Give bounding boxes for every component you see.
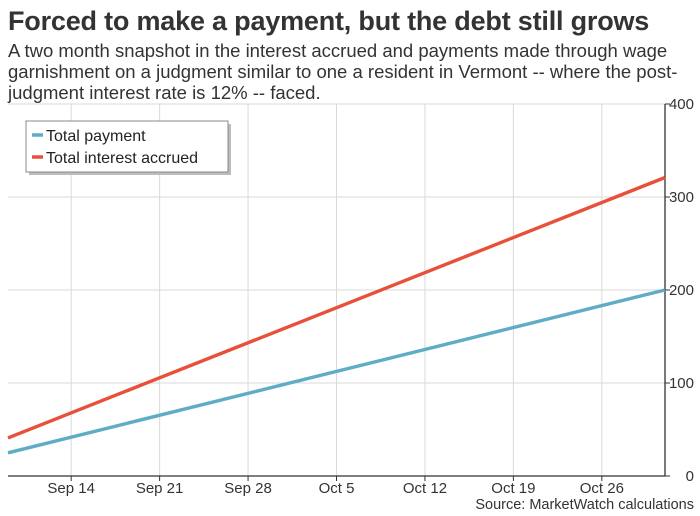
x-tick-label: Sep 28	[224, 480, 272, 497]
grid-lines	[8, 103, 665, 476]
axes: Sep 14 Sep 21 Sep 28 Oct 5 Oct 12 Oct 19 Oct 2…	[8, 96, 694, 497]
legend: Total payment Total interest accrued	[25, 120, 231, 175]
source-note: Source: MarketWatch calculations	[475, 497, 694, 513]
x-tick-label: Oct 19	[491, 480, 535, 497]
legend-box	[25, 120, 229, 173]
series-line-total-payment	[7, 288, 666, 455]
series-line-total-interest-accrued	[7, 175, 666, 440]
y-tick-label: 100	[669, 375, 694, 392]
y-tick-label: 200	[669, 282, 694, 299]
y-tick-label: 0	[686, 468, 694, 485]
y-tick-label: 400	[669, 96, 694, 113]
x-tick-label: Sep 21	[136, 480, 184, 497]
x-tick-label: Sep 14	[47, 480, 95, 497]
chart-subtitle: A two month snapshot in the interest acc…	[8, 40, 678, 103]
legend-label: Total interest accrued	[46, 150, 198, 167]
x-tick-label: Oct 5	[319, 480, 355, 497]
legend-label: Total payment	[46, 128, 146, 145]
series-lines	[7, 175, 666, 455]
chart-title: Forced to make a payment, but the debt s…	[8, 6, 650, 36]
y-tick-label: 300	[669, 189, 694, 206]
x-tick-label: Oct 26	[580, 480, 624, 497]
x-tick-label: Oct 12	[403, 480, 447, 497]
